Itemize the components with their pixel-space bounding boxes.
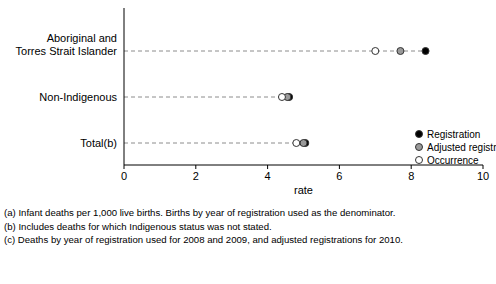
- footnote: (b) Includes deaths for which Indigenous…: [4, 221, 272, 232]
- category-label-line: Non-Indigenous: [39, 91, 117, 103]
- chart: Aboriginal andTorres Strait Islander Non-…: [0, 0, 496, 284]
- x-tick-label: 10: [477, 170, 489, 182]
- x-tick: [483, 165, 484, 169]
- legend-label: Registration: [427, 129, 480, 140]
- category-label: Total(b): [80, 137, 117, 149]
- legend-marker: [416, 131, 423, 138]
- x-tick-label: 8: [408, 170, 414, 182]
- legend-label: Occurrence: [427, 155, 479, 166]
- legend-marker: [416, 157, 423, 164]
- category-label: Non-Indigenous: [39, 91, 117, 103]
- x-tick: [267, 165, 268, 169]
- x-tick-label: 4: [265, 170, 271, 182]
- category-label-line: Torres Strait Islander: [16, 45, 118, 57]
- x-tick: [124, 165, 125, 169]
- x-tick-label: 6: [336, 170, 342, 182]
- legend-marker: [416, 144, 423, 151]
- footnote: (a) Infant deaths per 1,000 live births.…: [4, 207, 395, 218]
- x-tick: [195, 165, 196, 169]
- x-tick-label: 0: [121, 170, 127, 182]
- dot: [300, 140, 307, 147]
- x-tick: [339, 165, 340, 169]
- category-label: Aboriginal andTorres Strait Islander: [16, 32, 118, 57]
- marks: [278, 48, 429, 147]
- dot: [397, 48, 404, 55]
- dot: [372, 48, 379, 55]
- footnote: (c) Deaths by year of registration used …: [4, 234, 403, 245]
- dot: [422, 48, 429, 55]
- y-axis-line: [124, 8, 125, 165]
- x-tick-label: 2: [193, 170, 199, 182]
- legend-label: Adjusted registration(c): [427, 142, 496, 153]
- leader-line: [124, 97, 289, 98]
- category-label-line: Aboriginal and: [47, 32, 117, 44]
- x-tick: [411, 165, 412, 169]
- leader-line: [124, 51, 426, 52]
- dot: [293, 140, 300, 147]
- x-axis-label: rate: [294, 184, 313, 196]
- category-label-line: Total(b): [80, 137, 117, 149]
- dot: [278, 94, 285, 101]
- leader-line: [124, 143, 305, 144]
